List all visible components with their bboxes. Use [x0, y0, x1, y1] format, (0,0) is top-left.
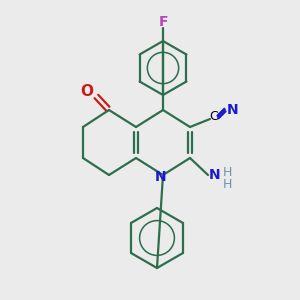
- Text: H: H: [222, 178, 232, 191]
- Text: H: H: [222, 167, 232, 179]
- Text: N: N: [227, 103, 239, 117]
- Text: F: F: [158, 15, 168, 29]
- Text: C: C: [210, 110, 218, 124]
- Text: O: O: [80, 85, 94, 100]
- Text: N: N: [209, 168, 221, 182]
- Text: N: N: [155, 170, 167, 184]
